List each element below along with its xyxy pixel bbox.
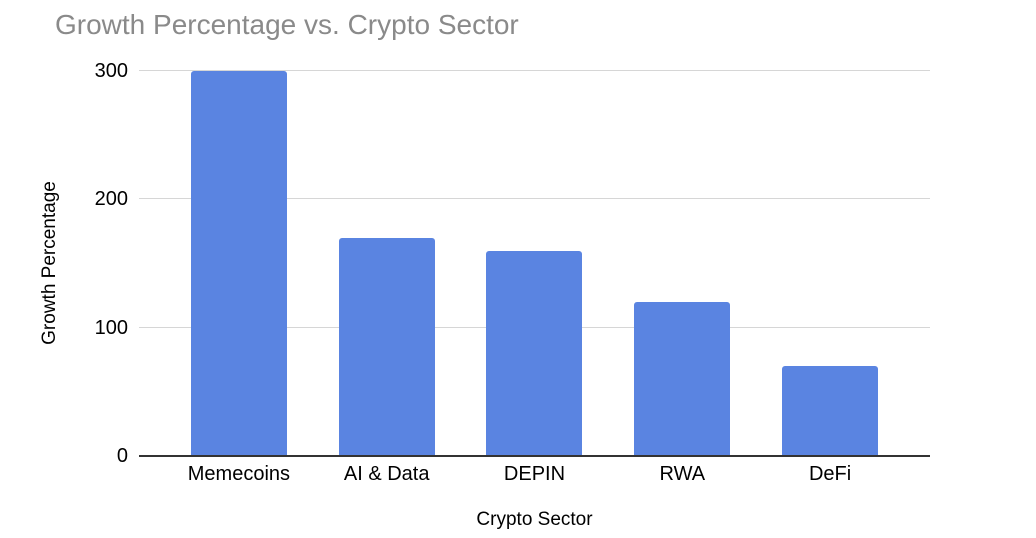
bar-band-ai-data [313,71,461,456]
chart-title: Growth Percentage vs. Crypto Sector [55,9,519,40]
x-tick-label-ai-data: AI & Data [343,463,430,485]
x-tick-label-rwa: RWA [659,463,706,485]
bar-depin [486,250,583,456]
bar-band-defi [756,71,904,456]
bar-band-depin [461,71,609,456]
x-axis-title: Crypto Sector [476,509,593,530]
bar-ai-data [338,237,435,456]
gridline-200 [139,198,930,200]
x-axis-baseline [139,455,930,457]
bar-defi [782,366,879,456]
x-tick-label-depin: DEPIN [503,463,566,485]
y-tick-label-200: 200 [94,188,128,211]
bar-rwa [634,302,731,456]
x-tick-label-memecoins: Memecoins [187,463,291,485]
x-axis-ticks: Memecoins AI & Data DEPIN RWA DeFi [139,462,930,486]
plot-area [139,70,930,457]
x-tick-label-defi: DeFi [808,463,852,485]
bar-band-memecoins [165,71,313,456]
bar-memecoins [190,71,287,456]
y-axis-ticks: 0 100 200 300 [0,61,128,466]
y-tick-label-300: 300 [94,60,128,82]
gridline-300 [139,70,930,71]
y-tick-label-0: 0 [116,445,128,467]
bar-band-rwa [608,71,756,456]
bars [139,71,930,456]
y-tick-label-100: 100 [94,316,128,339]
